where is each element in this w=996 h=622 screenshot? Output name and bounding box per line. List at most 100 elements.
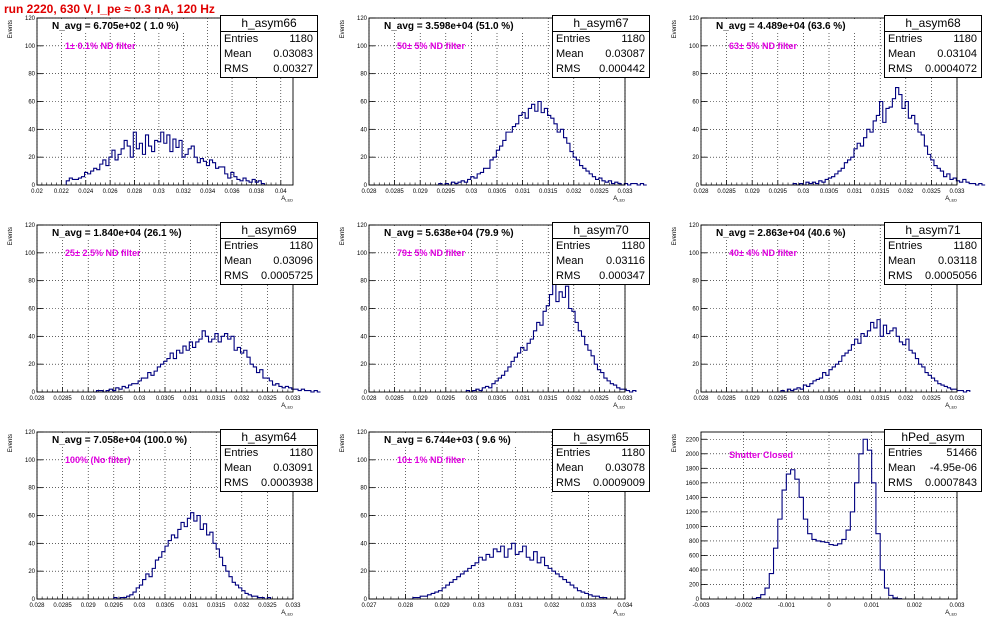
plot-frame	[700, 224, 958, 393]
x-tick-label: 0.001	[864, 603, 880, 609]
y-tick-label: 20	[360, 362, 367, 368]
histogram-name: h_asym65	[553, 430, 649, 446]
x-tick-label: 0.028	[398, 603, 414, 609]
x-tick-label: 0.032	[898, 189, 914, 195]
y-tick-label: 2000	[686, 452, 700, 458]
stats-row-rms: RMS 0.0007843	[885, 476, 981, 491]
x-tick-label: -0.002	[735, 603, 753, 609]
y-axis-title: Events	[672, 434, 678, 452]
x-tick-label: 0.0305	[488, 189, 507, 195]
x-tick-label: 0.0325	[590, 396, 609, 402]
y-tick-label: 100	[689, 44, 700, 50]
stats-box: h_asym69 Entries 1180 Mean 0.03096 RMS 0.00057…	[220, 222, 318, 285]
y-tick-label: 0	[364, 597, 368, 603]
y-tick-label: 0	[364, 183, 368, 189]
stats-label-entries: Entries	[224, 33, 259, 45]
stats-box: h_asym67 Entries 1180 Mean 0.03087 RMS 0.00044…	[552, 15, 650, 78]
x-tick-label: 0.031	[847, 189, 863, 195]
x-tick-label: 0.031	[515, 396, 531, 402]
y-tick-label: 40	[28, 127, 35, 133]
x-tick-label: 0.04	[275, 189, 287, 195]
y-tick-label: 120	[357, 430, 368, 436]
stats-value-mean: 0.03087	[605, 48, 645, 60]
y-axis-title: Events	[672, 227, 678, 245]
x-tick-label: -0.001	[778, 603, 796, 609]
stats-row-rms: RMS 0.0005056	[885, 269, 981, 284]
stats-label-mean: Mean	[556, 48, 584, 60]
stats-label-rms: RMS	[888, 477, 913, 489]
y-tick-label: 100	[25, 458, 36, 464]
x-tick-label: 0.033	[285, 396, 301, 402]
x-tick-label: 0.032	[544, 603, 560, 609]
x-tick-label: 0.028	[127, 189, 143, 195]
stats-row-mean: Mean 0.03096	[221, 254, 317, 269]
x-tick-label: 0.033	[617, 396, 633, 402]
y-tick-label: 0	[364, 390, 368, 396]
navg-bg	[370, 226, 535, 240]
x-axis-title-subscript: LED	[285, 198, 293, 203]
x-axis-title-subscript: LED	[949, 405, 957, 410]
x-tick-label: 0.034	[200, 189, 216, 195]
histogram-outline	[751, 438, 903, 600]
stats-label-entries: Entries	[556, 447, 591, 459]
stats-box: h_asym70 Entries 1180 Mean 0.03116 RMS 0.00034…	[552, 222, 650, 285]
stats-row-entries: Entries 1180	[221, 446, 317, 461]
plot-frame	[36, 224, 294, 393]
x-tick-label: 0.026	[103, 189, 119, 195]
stats-label-entries: Entries	[224, 240, 259, 252]
x-tick-label: 0.03	[134, 603, 146, 609]
stats-value-rms: 0.0005725	[261, 270, 313, 282]
y-tick-label: 20	[692, 362, 699, 368]
y-tick-label: 600	[689, 553, 700, 559]
plot-frame	[700, 431, 958, 600]
filter-label: Shutter Closed	[729, 450, 793, 460]
y-tick-label: 800	[689, 539, 700, 545]
stats-value-rms: 0.000442	[599, 63, 645, 75]
histogram-outline	[465, 282, 637, 393]
x-tick-label: 0.0285	[385, 396, 404, 402]
stats-value-entries: 51466	[946, 447, 977, 459]
stats-value-entries: 1180	[621, 33, 645, 45]
x-tick-label: 0.031	[847, 396, 863, 402]
x-tick-label: 0.031	[508, 603, 524, 609]
histogram-name: h_asym68	[885, 16, 981, 32]
histogram-panel: 0.027 0.028 0.029 0.03 0.031 0.032 0.033 0.034 0…	[332, 414, 664, 621]
stats-value-rms: 0.0007843	[925, 477, 977, 489]
x-tick-label: 0.022	[54, 189, 70, 195]
y-tick-label: 80	[360, 486, 367, 492]
y-tick-label: 80	[360, 279, 367, 285]
stats-value-mean: 0.03078	[605, 462, 645, 474]
stats-box: h_asym65 Entries 1180 Mean 0.03078 RMS 0.00090…	[552, 429, 650, 492]
stats-value-mean: 0.03116	[606, 255, 645, 267]
plot-frame	[36, 17, 294, 186]
y-tick-label: 100	[357, 458, 368, 464]
stats-value-mean: 0.03091	[273, 462, 313, 474]
stats-row-mean: Mean 0.03104	[885, 47, 981, 62]
y-tick-label: 60	[28, 514, 35, 520]
x-tick-label: 0.0315	[539, 189, 558, 195]
stats-label-entries: Entries	[888, 447, 923, 459]
x-tick-label: 0.0315	[539, 396, 558, 402]
x-axis-title-subscript: LED	[617, 405, 625, 410]
filter-label: 79± 5% ND filter	[397, 248, 465, 258]
stats-label-rms: RMS	[224, 270, 249, 282]
stats-value-rms: 0.0003938	[261, 477, 313, 489]
stats-row-entries: Entries 1180	[885, 239, 981, 254]
stats-value-entries: 1180	[953, 240, 977, 252]
stats-label-rms: RMS	[888, 63, 913, 75]
x-axis-title: ALED	[613, 610, 625, 617]
y-tick-label: 20	[360, 569, 367, 575]
x-tick-label: 0.0305	[488, 396, 507, 402]
x-tick-label: 0.0285	[53, 603, 72, 609]
x-axis-title: ALED	[613, 196, 625, 203]
y-tick-label: 40	[28, 541, 35, 547]
histogram-panel: 0.028 0.0285 0.029 0.0295 0.03 0.0305 0.031 0.0…	[664, 207, 996, 414]
navg-label: N_avg = 5.638e+04 (79.9 %)	[384, 228, 514, 239]
stats-value-entries: 1180	[289, 240, 313, 252]
stats-value-entries: 1180	[621, 240, 645, 252]
x-tick-label: 0.0295	[437, 396, 456, 402]
stats-row-rms: RMS 0.00327	[221, 62, 317, 77]
y-tick-label: 0	[32, 390, 36, 396]
histogram-name: h_asym71	[885, 223, 981, 239]
